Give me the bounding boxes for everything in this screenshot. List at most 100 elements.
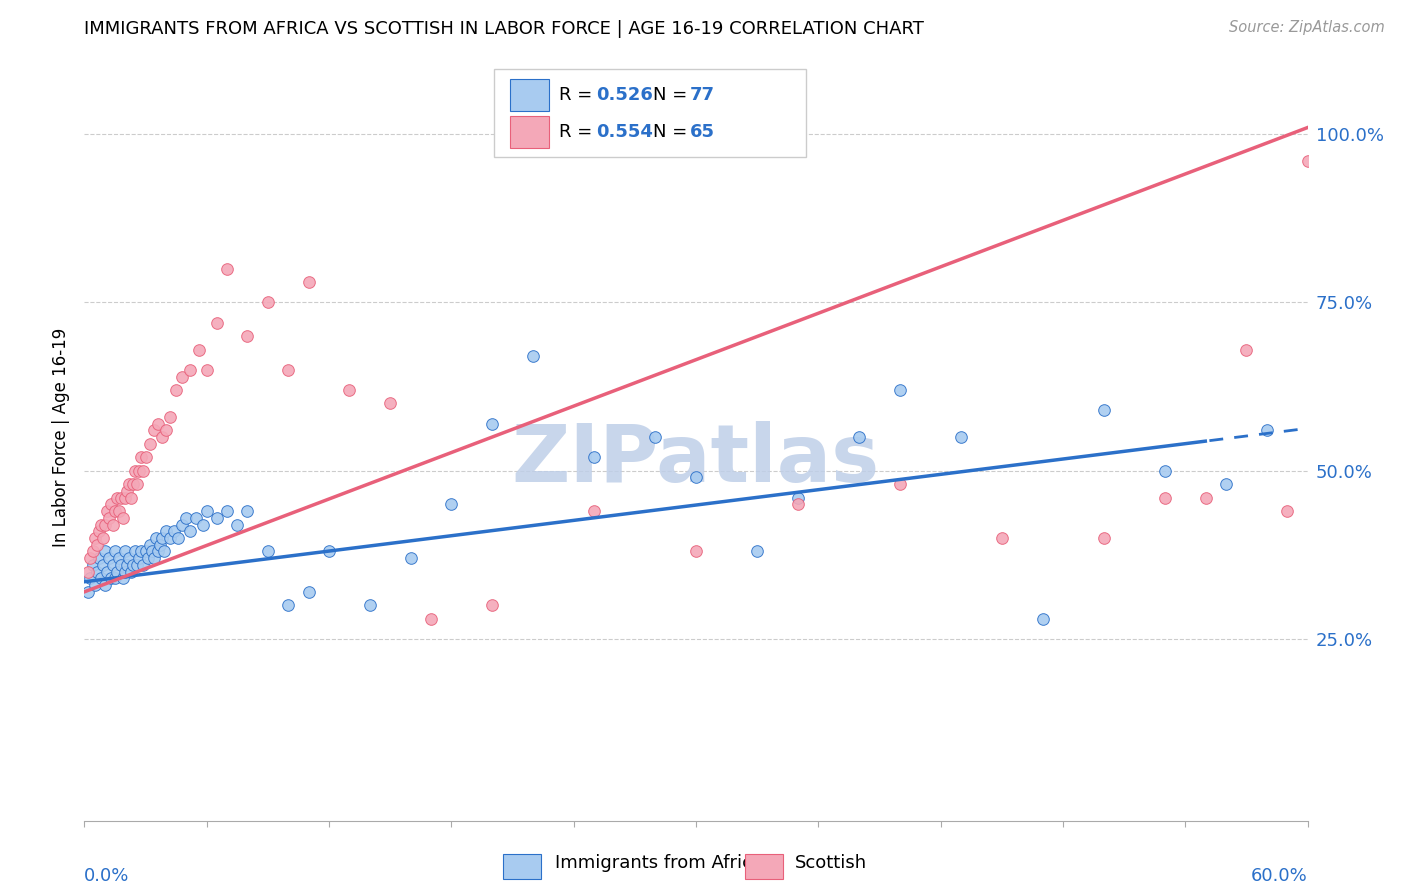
Point <box>277 363 299 377</box>
Point <box>174 511 197 525</box>
Point <box>172 369 194 384</box>
Point <box>87 524 110 539</box>
Point <box>149 538 172 552</box>
Point <box>991 531 1014 545</box>
Point <box>277 599 299 613</box>
Point <box>97 511 120 525</box>
Point <box>122 558 145 572</box>
Point <box>481 417 503 431</box>
FancyBboxPatch shape <box>494 69 806 157</box>
Point <box>747 544 769 558</box>
Point <box>318 544 340 558</box>
Point <box>131 544 153 558</box>
Point <box>1195 491 1218 505</box>
Point <box>132 558 155 572</box>
Point <box>167 531 190 545</box>
Point <box>848 430 870 444</box>
Point <box>1358 154 1381 169</box>
Text: IMMIGRANTS FROM AFRICA VS SCOTTISH IN LABOR FORCE | AGE 16-19 CORRELATION CHART: IMMIGRANTS FROM AFRICA VS SCOTTISH IN LA… <box>84 21 924 38</box>
Point <box>1317 154 1340 169</box>
Point <box>179 524 201 539</box>
Point <box>118 477 141 491</box>
Point <box>217 261 239 276</box>
Point <box>583 504 606 518</box>
Point <box>155 423 177 437</box>
Point <box>339 383 361 397</box>
Point <box>87 551 110 566</box>
Point <box>105 565 128 579</box>
Point <box>179 363 201 377</box>
Point <box>155 524 177 539</box>
Point <box>145 531 167 545</box>
Point <box>138 437 160 451</box>
Point <box>298 275 321 289</box>
Point <box>138 538 160 552</box>
Point <box>195 504 218 518</box>
Point <box>191 517 214 532</box>
Point <box>128 464 150 478</box>
Point <box>1092 531 1115 545</box>
Text: 0.526: 0.526 <box>596 86 652 104</box>
FancyBboxPatch shape <box>510 78 550 112</box>
Point <box>1092 403 1115 417</box>
Point <box>131 450 153 465</box>
Point <box>685 470 707 484</box>
Point <box>1032 612 1054 626</box>
Point <box>86 538 108 552</box>
Point <box>104 571 127 585</box>
Text: N =: N = <box>654 123 693 141</box>
Text: Scottish: Scottish <box>794 855 866 872</box>
Point <box>1215 477 1237 491</box>
Point <box>79 551 101 566</box>
Point <box>420 612 443 626</box>
Point <box>93 578 115 592</box>
Point <box>1296 154 1319 169</box>
Point <box>644 430 666 444</box>
Point <box>114 565 136 579</box>
Point <box>236 504 259 518</box>
Point <box>1277 504 1299 518</box>
Point <box>889 477 911 491</box>
Point <box>165 383 187 397</box>
Point <box>96 504 118 518</box>
Point <box>90 571 112 585</box>
Point <box>118 551 141 566</box>
Point <box>120 491 142 505</box>
Point <box>101 558 124 572</box>
Point <box>440 497 463 511</box>
Text: Source: ZipAtlas.com: Source: ZipAtlas.com <box>1229 20 1385 35</box>
Point <box>79 571 101 585</box>
Point <box>150 531 173 545</box>
Point <box>205 316 228 330</box>
Text: 77: 77 <box>690 86 714 104</box>
Point <box>787 497 810 511</box>
Point <box>100 497 122 511</box>
Point <box>135 450 157 465</box>
Point <box>90 517 112 532</box>
Point <box>1337 154 1360 169</box>
Point <box>150 430 173 444</box>
Point <box>115 558 138 572</box>
Text: R =: R = <box>560 123 598 141</box>
Point <box>93 544 115 558</box>
Point <box>82 544 104 558</box>
Point <box>186 511 208 525</box>
Point <box>195 363 218 377</box>
Point <box>101 517 124 532</box>
Point <box>97 551 120 566</box>
Point <box>128 551 150 566</box>
Point <box>115 483 138 498</box>
Point <box>96 565 118 579</box>
Point <box>132 464 155 478</box>
Point <box>108 551 131 566</box>
Point <box>108 504 131 518</box>
Point <box>257 544 280 558</box>
Point <box>86 565 108 579</box>
Point <box>120 565 142 579</box>
Point <box>399 551 422 566</box>
Point <box>1256 423 1278 437</box>
Point <box>172 517 194 532</box>
Point <box>153 544 176 558</box>
Point <box>226 517 249 532</box>
Point <box>122 477 145 491</box>
